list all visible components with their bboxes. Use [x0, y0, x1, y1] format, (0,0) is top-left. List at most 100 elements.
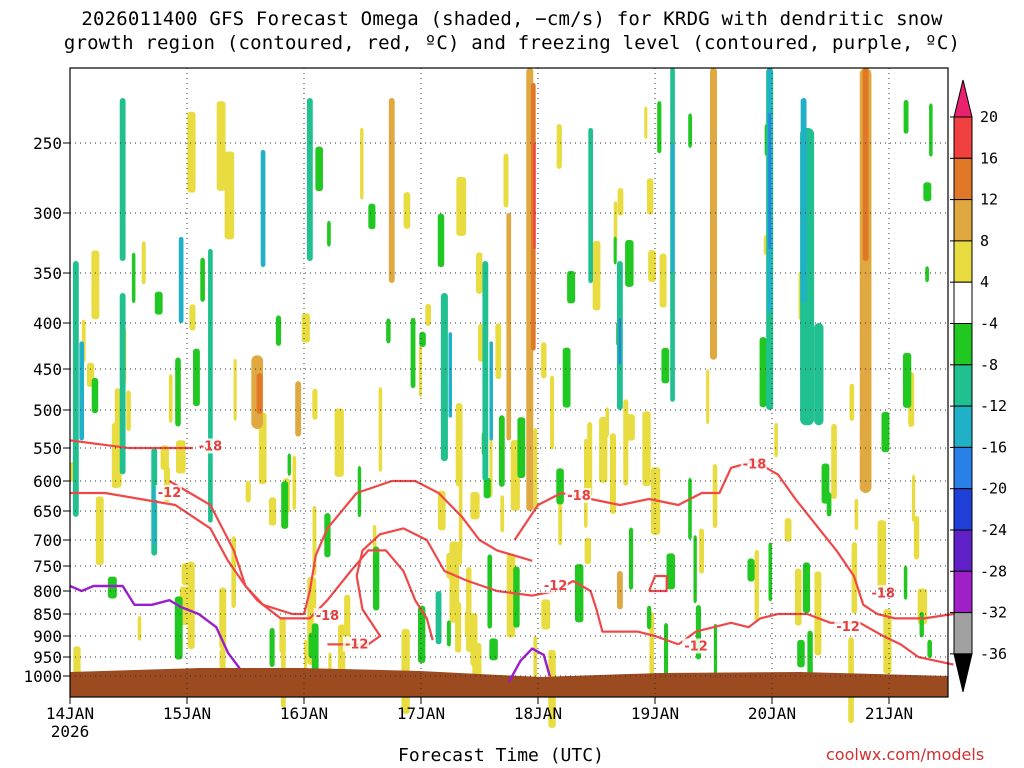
y-tick-label: 250 — [33, 134, 62, 153]
omega-cell-pos4 — [644, 106, 648, 140]
omega-cell-neg8 — [613, 236, 617, 265]
y-tick-label: 750 — [33, 557, 62, 576]
omega-cell-pos4 — [784, 518, 792, 542]
colorbar-bottom-arrow — [953, 653, 973, 693]
omega-blob — [260, 150, 266, 267]
omega-cell-neg8 — [663, 623, 669, 684]
y-tick-label: 600 — [33, 472, 62, 491]
omega-blob — [482, 261, 489, 481]
omega-blob — [295, 381, 302, 437]
omega-cell-neg8 — [410, 317, 416, 389]
omega-cell-pos4 — [378, 387, 383, 472]
omega-cell-pos4 — [794, 568, 802, 626]
omega-cell-pos4 — [500, 495, 505, 533]
contour-label-bg — [313, 608, 340, 624]
omega-cell-neg8 — [386, 318, 391, 344]
omega-cell-pos4 — [558, 498, 563, 546]
omega-cell-neg8 — [821, 463, 830, 504]
colorbar-label: -36 — [980, 645, 1007, 663]
omega-cell-pos4 — [625, 414, 635, 441]
omega-cell-neg8 — [747, 558, 755, 582]
chart-title-line-1: 2026011400 GFS Forecast Omega (shaded, −… — [81, 8, 943, 30]
omega-cell-pos4 — [141, 241, 146, 285]
omega-cell-pos4 — [312, 388, 318, 420]
omega-cell-pos4 — [455, 403, 463, 487]
omega-cell-neg8 — [562, 347, 571, 408]
omega-cell-pos4 — [599, 417, 608, 483]
contour-label: -18 — [316, 609, 340, 624]
omega-cell-neg8 — [91, 377, 99, 414]
contour-label: -12 — [684, 640, 708, 655]
omega-cell-pos4 — [649, 612, 655, 691]
colorbar-swatch — [953, 364, 973, 407]
contour-label: -18 — [567, 489, 591, 504]
omega-cell-pos4 — [617, 188, 624, 216]
contour-label-bg — [541, 578, 568, 593]
omega-cell-pos4 — [883, 609, 892, 674]
contour-label-bg — [740, 456, 767, 472]
dgz-contour — [69, 439, 193, 450]
omega-cell-neg8 — [275, 315, 282, 346]
omega-blob — [800, 98, 807, 303]
omega-cell-neg8 — [498, 415, 505, 487]
omega-cell-neg8 — [368, 203, 376, 230]
omega-cell-pos4 — [642, 411, 651, 487]
omega-cell-pos4 — [425, 303, 432, 326]
omega-cell-neg8 — [489, 638, 498, 661]
omega-cell-pos4 — [541, 342, 547, 379]
omega-cell-pos4 — [556, 124, 562, 170]
colorbar-swatch — [953, 488, 973, 531]
omega-cell-pos4 — [592, 240, 601, 311]
colorbar-label: 12 — [980, 191, 998, 209]
omega-cell-neg8 — [154, 291, 163, 315]
contour-label-bg — [869, 585, 896, 601]
colorbar-swatch — [953, 199, 973, 242]
omega-cell-neg8 — [657, 101, 662, 154]
omega-blob — [256, 373, 263, 414]
omega-cell-pos4 — [533, 635, 538, 681]
omega-cell-pos4 — [268, 497, 277, 526]
omega-cell-neg8 — [513, 566, 520, 628]
colorbar-label: -24 — [980, 521, 1007, 539]
colorbar-swatch — [953, 405, 973, 448]
contour-label-bg — [834, 619, 861, 635]
omega-cell-pos4 — [587, 422, 593, 497]
contour-label-bg — [682, 638, 709, 654]
terrain — [70, 668, 948, 697]
x-tick-label: 15JAN — [163, 704, 211, 723]
omega-blob — [388, 98, 395, 283]
omega-cell-pos4 — [464, 610, 471, 637]
colorbar-label: -12 — [980, 397, 1007, 415]
omega-blob — [208, 249, 213, 523]
freezing-level-contour — [507, 647, 551, 683]
omega-cell-pos4 — [126, 390, 131, 432]
x-tick-label: 14JAN — [46, 704, 94, 723]
colorbar-swatch — [953, 323, 973, 366]
omega-cell-pos4 — [187, 561, 195, 649]
colorbar-swatch — [953, 570, 973, 614]
omega-cell-neg8 — [927, 639, 932, 659]
omega-blob — [435, 591, 442, 645]
omega-cell-neg8 — [807, 630, 813, 676]
dgz-contour — [168, 479, 533, 616]
omega-cell-pos4 — [258, 412, 267, 485]
omega-blob — [533, 143, 536, 249]
omega-cell-neg8 — [174, 596, 183, 660]
omega-cell-pos4 — [219, 587, 227, 649]
omega-cell-neg8 — [923, 182, 932, 202]
omega-blob — [618, 318, 622, 365]
omega-cell-neg8 — [483, 477, 491, 499]
colorbar-label: 4 — [980, 273, 989, 291]
omega-cell-neg8 — [437, 213, 445, 268]
colorbar-swatch — [953, 157, 973, 201]
omega-cell-pos4 — [360, 127, 364, 200]
x-tick-label: 18JAN — [514, 704, 562, 723]
omega-cell-pos4 — [437, 490, 446, 531]
omega-cell-neg8 — [646, 605, 652, 630]
omega-cell-pos4 — [216, 101, 226, 191]
y-tick-label: 300 — [33, 204, 62, 223]
omega-cell-pos4 — [605, 407, 610, 438]
omega-cell-neg8 — [107, 576, 117, 599]
credit-link[interactable]: coolwx.com/models — [826, 745, 985, 764]
x-tick-label: 16JAN — [280, 704, 328, 723]
